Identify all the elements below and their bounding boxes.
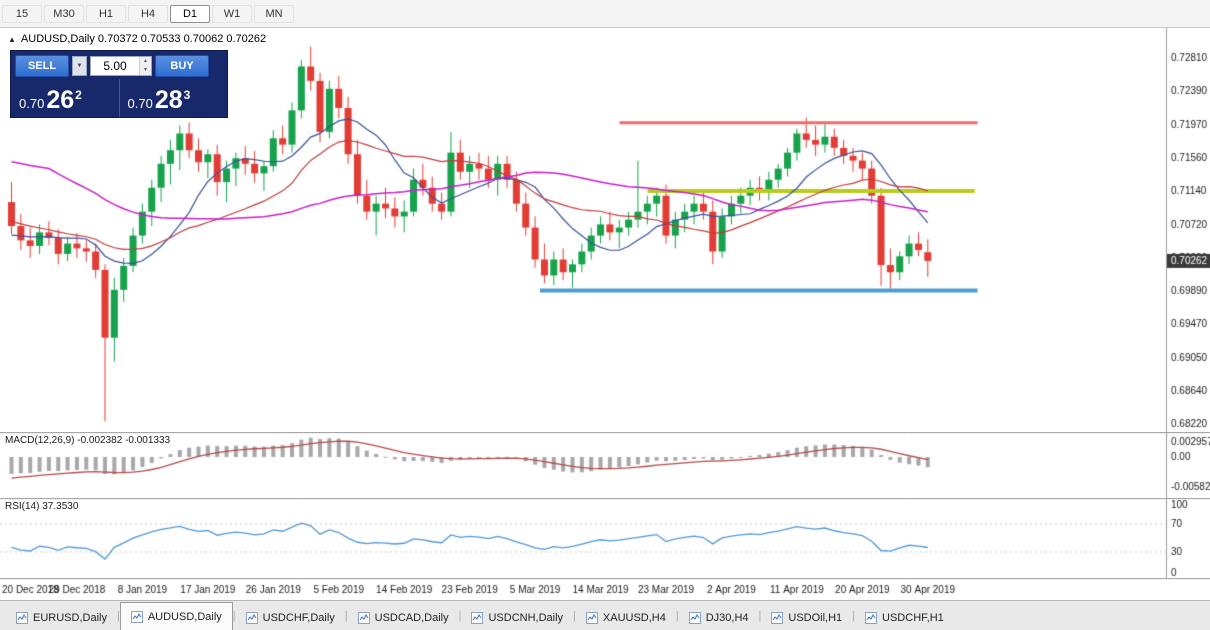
buy-button[interactable]: BUY	[155, 55, 209, 77]
chart-tab-label: XAUUSD,H4	[602, 612, 666, 624]
timeframe-button-H4[interactable]: H4	[128, 4, 168, 23]
symbol-ohlc-label: AUDUSD,Daily 0.70372 0.70533 0.70062 0.7…	[20, 33, 267, 45]
chart-tab-usdchf-h1[interactable]: USDCHF,H1	[855, 606, 954, 630]
timeframe-toolbar: 15 M30 H1 H4 D1 W1 MN	[0, 0, 1210, 28]
tab-separator: |	[675, 609, 679, 622]
sell-price-point: 2	[75, 88, 82, 102]
chart-tab-xauusd-h4[interactable]: XAUUSD,H4	[576, 606, 676, 630]
chart-tab-label: USDCHF,H1	[882, 612, 944, 624]
chart-tab-usdcnh-daily[interactable]: USDCNH,Daily	[461, 606, 573, 630]
chart-tab-usdcad-daily[interactable]: USDCAD,Daily	[348, 606, 459, 630]
chart-tab-label: USDOil,H1	[788, 612, 843, 624]
chart-icon	[245, 612, 258, 624]
chart-tab-audusd-daily[interactable]: AUDUSD,Daily	[119, 602, 233, 630]
chart-icon	[471, 612, 484, 624]
sell-price[interactable]: 0.70 26 2	[11, 79, 120, 117]
chart-tab-label: EURUSD,Daily	[33, 612, 107, 624]
chart-icon	[585, 612, 598, 624]
chart-tab-label: USDCHF,Daily	[262, 612, 335, 624]
sell-price-base: 0.70	[19, 96, 45, 111]
tab-separator: |	[232, 609, 236, 622]
chart-tab-label: DJ30,H4	[705, 612, 749, 624]
volume-spinner: ▲ ▼	[139, 57, 151, 75]
tab-separator: |	[852, 609, 856, 622]
buy-price-point: 3	[183, 88, 191, 102]
symbol-bar: ▲ AUDUSD,Daily 0.70372 0.70533 0.70062 0…	[8, 33, 266, 45]
timeframe-button-H1[interactable]: H1	[86, 4, 126, 23]
macd-label: MACD(12,26,9) -0.002382 -0.001333	[5, 435, 171, 446]
buy-price-pips: 28	[154, 86, 183, 114]
tab-separator: |	[573, 609, 576, 622]
tab-separator: |	[344, 609, 348, 622]
chart-icon	[16, 612, 28, 624]
chart-icon	[865, 612, 878, 624]
chart-tab-label: USDCAD,Daily	[374, 612, 449, 624]
rsi-label: RSI(14) 37.3530	[5, 501, 79, 512]
tab-separator: |	[116, 609, 120, 622]
chart-tab-usdchf-daily[interactable]: USDCHF,Daily	[236, 606, 345, 630]
trade-panel-collapse-icon[interactable]: ▲	[8, 34, 16, 44]
chart-icon	[130, 610, 143, 623]
chart-tabs-bar: EURUSD,Daily | AUDUSD,Daily | USDCHF,Daily | U…	[0, 600, 1210, 630]
chart-tab-eurusd-daily[interactable]: EURUSD,Daily	[6, 606, 117, 630]
volume-spin-down-icon[interactable]: ▼	[140, 66, 151, 75]
sell-button[interactable]: SELL	[15, 55, 69, 77]
chart-tab-dj30-h4[interactable]: DJ30,H4	[679, 606, 759, 630]
volume-spin-up-icon[interactable]: ▲	[140, 57, 151, 66]
time-axis[interactable]	[0, 578, 1210, 600]
macd-indicator[interactable]	[0, 432, 1210, 498]
timeframe-button-M30[interactable]: M30	[44, 4, 84, 23]
timeframe-button-15[interactable]: 15	[2, 4, 42, 23]
chart-icon	[688, 612, 701, 624]
tab-separator: |	[758, 609, 762, 622]
tab-separator: |	[458, 609, 462, 622]
chart-tab-label: USDCNH,Daily	[488, 612, 564, 624]
chart-icon	[357, 612, 370, 624]
chart-tab-label: AUDUSD,Daily	[147, 610, 222, 623]
buy-price-base: 0.70	[127, 96, 153, 111]
volume-field[interactable]: 5.00 ▲ ▼	[90, 56, 152, 76]
volume-dropdown-button[interactable]: ▼	[72, 56, 87, 76]
volume-value[interactable]: 5.00	[103, 59, 127, 73]
rsi-indicator[interactable]	[0, 498, 1210, 578]
chart-tab-usdoil-h1[interactable]: USDOil,H1	[761, 606, 852, 630]
sell-price-pips: 26	[46, 86, 75, 114]
timeframe-button-MN[interactable]: MN	[254, 4, 294, 23]
chart-icon	[771, 612, 784, 624]
buy-price[interactable]: 0.70 28 3	[120, 79, 228, 117]
one-click-trade-panel: SELL ▼ 5.00 ▲ ▼ BUY 0.70 26 2 0.70 28 3	[10, 50, 228, 118]
timeframe-button-W1[interactable]: W1	[212, 4, 252, 23]
timeframe-button-D1[interactable]: D1	[170, 4, 210, 23]
